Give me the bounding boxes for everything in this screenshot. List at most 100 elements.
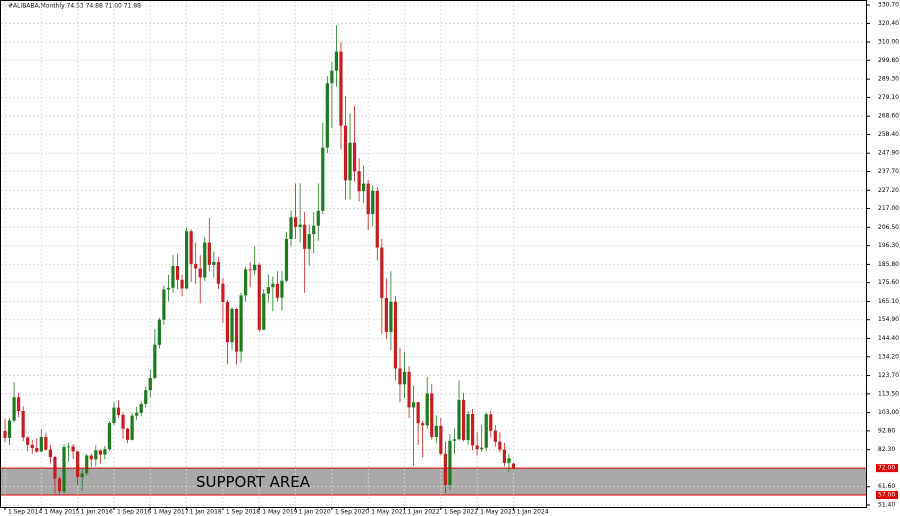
- candle-body: [480, 447, 484, 450]
- candle-body: [430, 393, 434, 437]
- candle-body: [334, 51, 339, 71]
- candle-body: [284, 238, 289, 281]
- candle-body: [35, 448, 39, 452]
- candle-body: [416, 402, 420, 424]
- candle-body: [511, 463, 516, 469]
- y-tick-label: 134.20: [878, 353, 899, 360]
- support-label: SUPPORT AREA: [196, 473, 311, 491]
- candle-body: [248, 269, 252, 271]
- candle-body: [507, 458, 511, 463]
- candle-body: [244, 269, 248, 296]
- candle-body: [339, 51, 343, 126]
- candle-body: [112, 407, 116, 424]
- candle-body: [407, 371, 411, 408]
- candle-body: [39, 436, 43, 452]
- candle-body: [471, 414, 475, 446]
- candle-body: [185, 231, 189, 289]
- candle-body: [448, 440, 452, 485]
- candle-body: [153, 344, 157, 378]
- y-tick-label: 206.50: [878, 224, 899, 231]
- y-tick-label: 123.70: [878, 372, 899, 379]
- candle-body: [457, 399, 461, 440]
- candle-body: [321, 147, 325, 211]
- candle-body: [212, 261, 216, 265]
- candle-body: [239, 295, 243, 352]
- candle-body: [257, 264, 261, 330]
- level-tag: [876, 464, 898, 473]
- level-label: 72.00: [878, 465, 895, 472]
- candle-body: [461, 399, 466, 441]
- x-tick-label: 1 Jan 2020: [299, 509, 331, 516]
- candle-body: [30, 444, 34, 449]
- x-tick-label: 1 Sep 2016: [117, 509, 151, 516]
- candle-body: [262, 293, 266, 330]
- y-tick-label: 185.80: [878, 261, 899, 268]
- candle-body: [475, 445, 479, 450]
- x-tick-label: 1 Sep 2020: [335, 509, 369, 516]
- candle-body: [343, 125, 348, 181]
- y-tick-label: 320.40: [878, 20, 899, 27]
- x-tick-label: 1 May 2015: [44, 509, 79, 516]
- candle-body: [425, 393, 429, 426]
- y-tick-label: 103.00: [878, 409, 899, 416]
- candle-body: [3, 431, 7, 438]
- support-area: [1, 468, 866, 495]
- candle-body: [125, 428, 130, 440]
- y-tick-label: 175.60: [878, 279, 899, 286]
- candle-body: [443, 453, 447, 485]
- candle-body: [57, 478, 62, 492]
- candle-body: [194, 263, 198, 269]
- candle-body: [21, 411, 25, 438]
- candle-body: [17, 397, 21, 412]
- candle-body: [280, 280, 284, 298]
- y-tick-label: 144.40: [878, 335, 899, 342]
- candle-body: [316, 210, 320, 226]
- x-tick-label: 1 Sep 2022: [444, 509, 478, 516]
- candle-body: [189, 231, 193, 264]
- candle-body: [98, 450, 102, 455]
- candle-body: [484, 414, 488, 448]
- y-tick-label: 196.30: [878, 242, 899, 249]
- candle-body: [307, 234, 311, 249]
- candle-body: [48, 449, 52, 458]
- y-tick-label: 247.90: [878, 150, 899, 157]
- y-tick-label: 279.10: [878, 94, 899, 101]
- x-tick-label: 1 May 2021: [371, 509, 406, 516]
- candle-body: [62, 446, 66, 492]
- x-tick-label: 1 May 2019: [262, 509, 297, 516]
- candle-body: [275, 283, 279, 298]
- candle-body: [157, 319, 161, 345]
- x-tick-label: 1 Sep 2014: [8, 509, 42, 516]
- x-tick-label: 1 Sep 2018: [226, 509, 260, 516]
- candle-body: [352, 142, 357, 172]
- level-label: 57.00: [878, 491, 895, 498]
- x-tick-label: 1 Jan 2016: [81, 509, 113, 516]
- y-tick-label: 217.00: [878, 205, 899, 212]
- candle-body: [139, 404, 143, 413]
- candle-body: [489, 414, 493, 431]
- x-tick-label: 1 May 2023: [480, 509, 515, 516]
- candle-body: [293, 217, 298, 227]
- candle-body: [266, 287, 270, 294]
- x-tick-label: 1 Jan 2018: [190, 509, 222, 516]
- y-tick-label: 330.70: [878, 2, 899, 9]
- candle-body: [175, 266, 180, 280]
- candle-body: [66, 446, 71, 448]
- candle-body: [216, 261, 220, 284]
- level-tag: [876, 490, 898, 499]
- candle-body: [44, 436, 48, 450]
- candle-body: [325, 83, 329, 148]
- candle-body: [198, 268, 202, 278]
- candle-body: [312, 225, 316, 235]
- candle-body: [493, 430, 497, 442]
- candle-body: [26, 437, 30, 445]
- candle-body: [253, 264, 257, 271]
- candle-body: [271, 283, 275, 288]
- candle-body: [230, 308, 234, 343]
- candle-body: [348, 142, 352, 181]
- candle-body: [357, 171, 361, 192]
- candle-body: [498, 441, 502, 450]
- candle-body: [298, 224, 302, 227]
- candle-body: [144, 390, 148, 405]
- candle-body: [234, 308, 239, 352]
